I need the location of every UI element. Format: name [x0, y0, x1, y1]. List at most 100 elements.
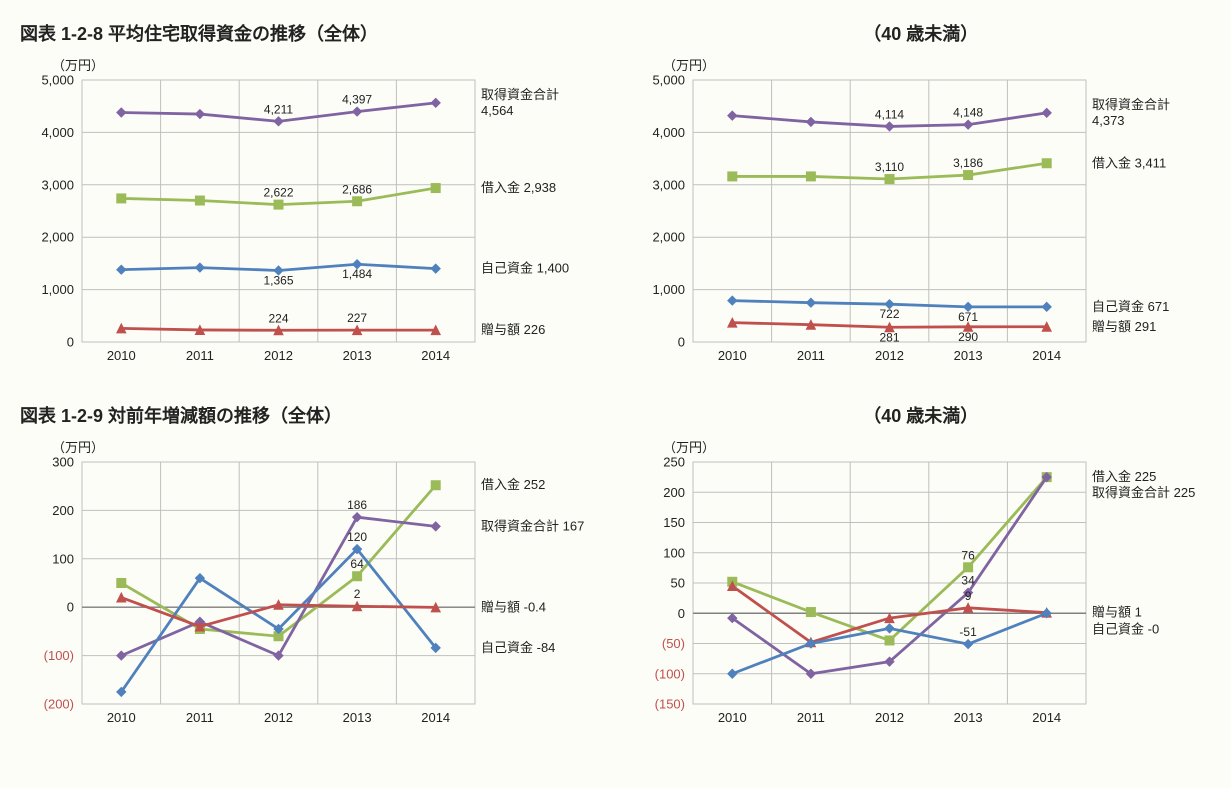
data-label: 120	[347, 530, 367, 544]
series-end-label-own: 自己資金 1,400	[481, 261, 569, 276]
data-label: 722	[879, 307, 899, 321]
panel-128-all: 図表 1-2-8 平均住宅取得資金の推移（全体） （万円） 0 1,000 2,000…	[20, 20, 601, 372]
data-label: 186	[347, 498, 367, 512]
y-tick-label: 1,000	[41, 282, 74, 297]
y-tick-label: 0	[677, 606, 684, 621]
data-label: 227	[347, 311, 367, 325]
x-tick-label: 2010	[717, 348, 746, 363]
plot-border	[82, 462, 475, 704]
series-marker-total	[353, 107, 362, 116]
y-tick-label: (100)	[44, 648, 74, 663]
x-tick-label: 2010	[107, 348, 136, 363]
data-label: 9	[964, 589, 971, 603]
series-line-own	[121, 549, 435, 692]
y-tick-label: (50)	[661, 636, 684, 651]
y-tick-label: 200	[663, 485, 685, 500]
series-marker-loan	[963, 563, 972, 572]
series-marker-loan	[806, 608, 815, 617]
data-label: 4,211	[264, 102, 293, 116]
chart-129-u40: （万円）(150)(100)(50)0501001502002502010201…	[631, 434, 1212, 734]
data-label: 4,397	[342, 93, 372, 107]
series-marker-loan	[1042, 159, 1051, 168]
series-marker-own	[431, 264, 440, 273]
data-label: -51	[959, 625, 977, 639]
x-tick-label: 2011	[796, 710, 824, 725]
series-marker-total	[727, 111, 736, 120]
data-label: 4,148	[953, 106, 983, 120]
y-tick-label: (200)	[44, 697, 74, 712]
data-label: 2,622	[263, 186, 293, 200]
x-tick-label: 2012	[875, 710, 904, 725]
x-tick-label: 2011	[186, 348, 214, 363]
y-tick-label: 50	[670, 576, 684, 591]
series-end-label-gift: 贈与額 1	[1092, 605, 1142, 620]
chart-128-all: （万円）01,0002,0003,0004,0005,0002010201120…	[20, 52, 601, 372]
data-label: 3,186	[953, 156, 983, 170]
y-tick-label: 3,000	[41, 177, 74, 192]
x-tick-label: 2013	[953, 348, 982, 363]
y-tick-label: 3,000	[652, 177, 685, 192]
series-end-label-gift: 贈与額 291	[1092, 319, 1156, 334]
data-label: 2,686	[342, 182, 372, 196]
series-end-label-own: 自己資金 -84	[481, 640, 555, 655]
series-marker-total	[274, 117, 283, 126]
y-axis-label: （万円）	[663, 440, 715, 455]
series-marker-total	[117, 651, 126, 660]
series-marker-loan	[885, 175, 894, 184]
series-marker-loan	[195, 196, 204, 205]
series-marker-own	[727, 296, 736, 305]
y-tick-label: 2,000	[41, 230, 74, 245]
y-tick-label: (150)	[654, 697, 684, 712]
y-tick-label: 100	[663, 545, 685, 560]
series-end-label-own: 自己資金 671	[1092, 299, 1169, 314]
title-128-all: 図表 1-2-8 平均住宅取得資金の推移（全体）	[20, 20, 601, 46]
x-tick-label: 2012	[875, 348, 904, 363]
series-end-label-loan: 借入金 2,938	[481, 180, 556, 195]
title-129-u40: （40 歳未満）	[631, 402, 1212, 428]
series-end-label-own: 自己資金 -0	[1092, 621, 1159, 636]
x-tick-label: 2014	[1032, 348, 1061, 363]
y-tick-label: 200	[52, 503, 74, 518]
panel-129-all: 図表 1-2-9 対前年増減額の推移（全体） （万円）(200)(100)010…	[20, 402, 601, 734]
y-tick-label: (100)	[654, 666, 684, 681]
data-label: 281	[879, 330, 899, 344]
series-end-label-total: 取得資金合計	[1092, 97, 1170, 112]
x-tick-label: 2012	[264, 348, 293, 363]
series-end-label-loan: 借入金 225	[1092, 469, 1156, 484]
series-marker-loan	[727, 172, 736, 181]
series-marker-own	[963, 640, 972, 649]
y-tick-label: 300	[52, 455, 74, 470]
data-label: 224	[268, 311, 288, 325]
x-tick-label: 2013	[343, 348, 372, 363]
y-tick-label: 0	[67, 600, 74, 615]
series-end-label-total: 取得資金合計 225	[1092, 485, 1195, 500]
series-marker-total	[195, 110, 204, 119]
y-tick-label: 4,000	[41, 125, 74, 140]
charts-grid: 図表 1-2-8 平均住宅取得資金の推移（全体） （万円） 0 1,000 2,000…	[20, 20, 1211, 734]
series-end-label-loan: 借入金 3,411	[1092, 155, 1166, 170]
series-marker-own	[1042, 302, 1051, 311]
series-marker-own	[806, 298, 815, 307]
series-marker-total	[431, 522, 440, 531]
series-end-label-total: 取得資金合計 167	[481, 518, 584, 533]
x-tick-label: 2014	[421, 710, 450, 725]
y-tick-label: 250	[663, 455, 685, 470]
series-end-label-gift: 贈与額 226	[481, 322, 545, 337]
x-tick-label: 2013	[343, 710, 372, 725]
x-tick-label: 2010	[717, 710, 746, 725]
series-end-label-total: 取得資金合計	[481, 87, 559, 102]
y-tick-label: 0	[67, 335, 74, 350]
y-axis-label: （万円）	[52, 440, 104, 455]
series-marker-loan	[963, 171, 972, 180]
y-axis-label: （万円）	[663, 58, 715, 73]
series-marker-loan	[117, 194, 126, 203]
series-marker-total	[1042, 108, 1051, 117]
y-tick-label: 2,000	[652, 230, 685, 245]
series-marker-own	[727, 669, 736, 678]
x-tick-label: 2013	[953, 710, 982, 725]
panel-129-u40: （40 歳未満） （万円）(150)(100)(50)0501001502002…	[631, 402, 1212, 734]
y-axis-label: （万円）	[52, 58, 104, 73]
x-tick-label: 2010	[107, 710, 136, 725]
data-label: 2	[354, 587, 361, 601]
series-marker-total	[431, 98, 440, 107]
